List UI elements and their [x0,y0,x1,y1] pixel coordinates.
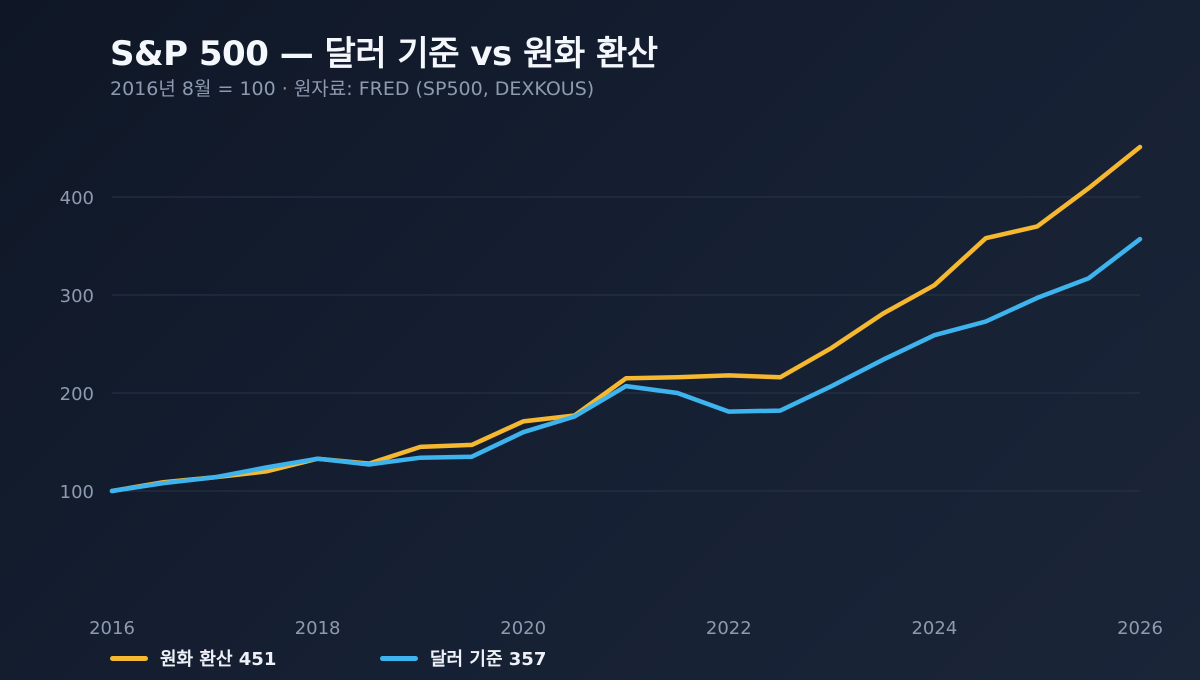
y-tick-label-300: 300 [60,286,94,307]
chart-title: S&P 500 — 달러 기준 vs 원화 환산 [110,34,658,74]
y-tick-label-400: 400 [60,188,94,209]
series-lines [109,144,1143,494]
chart-subtitle: 2016년 8월 = 100 · 원자료: FRED (SP500, DEXKO… [110,78,595,100]
y-tick-label-200: 200 [60,384,94,405]
legend-item-usd: 달러 기준 357 [380,645,590,671]
legend-label-krw: 원화 환산 451 [160,649,277,670]
x-tick-label-2016: 2016 [89,618,135,639]
legend-swatch-krw [110,655,148,661]
grid-lines [112,196,1140,492]
x-tick-label-2020: 2020 [500,618,546,639]
legend-item-krw: 원화 환산 451 [110,645,320,671]
x-tick-label-2018: 2018 [295,618,341,639]
x-axis-ticks: 2016 2018 2020 2022 2024 2026 [89,618,1163,639]
x-tick-label-2024: 2024 [911,618,957,639]
y-tick-label-100: 100 [60,482,94,503]
legend: 원화 환산 451 달러 기준 357 [110,645,650,671]
legend-label-usd: 달러 기준 357 [430,649,547,670]
y-axis-ticks: 100 200 300 400 [60,188,94,503]
x-tick-label-2026: 2026 [1117,618,1163,639]
legend-swatch-usd [380,655,418,661]
series-line-usd [109,236,1143,494]
series-line-krw [109,144,1143,494]
x-tick-label-2022: 2022 [706,618,752,639]
